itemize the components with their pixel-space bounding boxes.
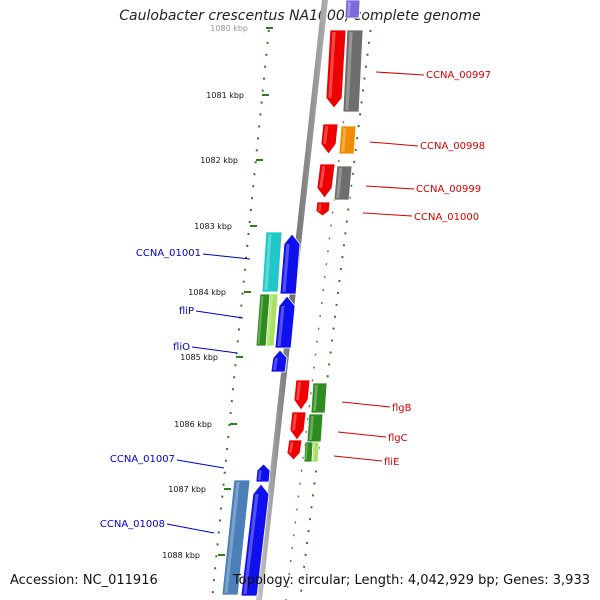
label-leader-line <box>333 455 383 462</box>
gene-features <box>221 0 364 597</box>
kbp-label: 1083 kbp <box>194 222 232 231</box>
kbp-label: 1080 kbp <box>210 24 248 33</box>
gene-block-flip-light[interactable] <box>265 293 279 347</box>
label-leader-line <box>375 71 425 76</box>
label-leader-line <box>365 185 415 190</box>
kbp-label: 1084 kbp <box>188 288 226 297</box>
gene-block-ccna01008-steel[interactable] <box>221 479 251 596</box>
gene-block-ccna01000[interactable] <box>315 201 331 217</box>
kbp-label: 1088 kbp <box>162 551 200 560</box>
gene-block-ccna01001-cyan[interactable] <box>261 231 283 293</box>
label-leader-line <box>337 431 387 438</box>
gene-block-ccna01007[interactable] <box>255 463 271 483</box>
label-leader-line <box>195 310 244 319</box>
gene-block-flgc-red[interactable] <box>289 411 307 441</box>
kbp-label: 1081 kbp <box>206 91 244 100</box>
label-leader-line <box>341 401 391 408</box>
gene-block-flgc-green[interactable] <box>306 413 324 443</box>
gene-block-flie-green[interactable] <box>303 441 314 463</box>
genome-backbone <box>256 0 328 600</box>
gene-block-ccna00998-orange[interactable] <box>338 125 357 155</box>
tick-rails <box>211 17 373 600</box>
gene-block-ccna00997-gray[interactable] <box>342 29 364 113</box>
gene-label-ccna_01000[interactable]: CCNA_01000 <box>414 212 479 223</box>
label-leader-line <box>191 346 238 354</box>
label-leader-line <box>176 459 225 469</box>
gene-label-ccna_00999[interactable]: CCNA_00999 <box>416 184 481 195</box>
gene-labels: CCNA_00997 CCNA_00998 CCNA_00999 CCNA_01000… <box>100 70 491 534</box>
label-leader-line <box>369 141 419 147</box>
gene-block-ccna00997-red[interactable] <box>325 29 347 109</box>
gene-block-flgb-green[interactable] <box>310 382 328 414</box>
gene-block-purple[interactable] <box>344 0 361 19</box>
gene-block-ccna01008-blue[interactable] <box>240 483 270 597</box>
gene-block-flie-light[interactable] <box>311 441 320 463</box>
kbp-axis: 1080 kbp 1081 kbp 1082 kbp 1083 kbp 1084 kbp… <box>162 24 273 560</box>
gene-label-ccna_01001[interactable]: CCNA_01001 <box>136 248 201 259</box>
accession-text: Accession: NC_011916 <box>10 573 158 588</box>
gene-label-ccna_00997[interactable]: CCNA_00997 <box>426 70 491 81</box>
label-leader-line <box>362 212 413 217</box>
gene-block-flip-green[interactable] <box>255 293 271 347</box>
kbp-label: 1082 kbp <box>200 156 238 165</box>
map-title: Caulobacter crescentus NA1000, complete … <box>119 8 481 24</box>
gene-label-ccna_00998[interactable]: CCNA_00998 <box>420 141 485 152</box>
label-leader-line <box>202 253 251 260</box>
label-leader-line <box>166 523 215 534</box>
kbp-label: 1086 kbp <box>174 420 212 429</box>
gene-block-ccna01001-blue[interactable] <box>279 233 301 295</box>
gene-label-flio[interactable]: fliO <box>173 342 190 353</box>
gene-label-flgc[interactable]: flgC <box>388 433 408 444</box>
gene-label-flie[interactable]: fliE <box>384 457 399 468</box>
kbp-label: 1087 kbp <box>168 485 206 494</box>
gene-label-ccna_01007[interactable]: CCNA_01007 <box>110 454 175 465</box>
gene-block-ccna00999-gray[interactable] <box>333 165 353 201</box>
gene-block-ccna00998-red[interactable] <box>320 123 339 155</box>
gene-block-ccna00999-red[interactable] <box>316 163 336 199</box>
gene-label-flip[interactable]: fliP <box>179 306 194 317</box>
gene-label-flgb[interactable]: flgB <box>392 403 412 414</box>
gene-block-flgb-red[interactable] <box>293 379 311 411</box>
gene-label-ccna_01008[interactable]: CCNA_01008 <box>100 519 165 530</box>
kbp-label: 1085 kbp <box>180 353 218 362</box>
gene-block-flie-red[interactable] <box>286 439 303 461</box>
genome-summary-text: Topology: circular; Length: 4,042,929 bp… <box>232 573 590 588</box>
gene-block-flio[interactable] <box>270 349 288 373</box>
gene-block-flip-blue[interactable] <box>274 295 296 349</box>
